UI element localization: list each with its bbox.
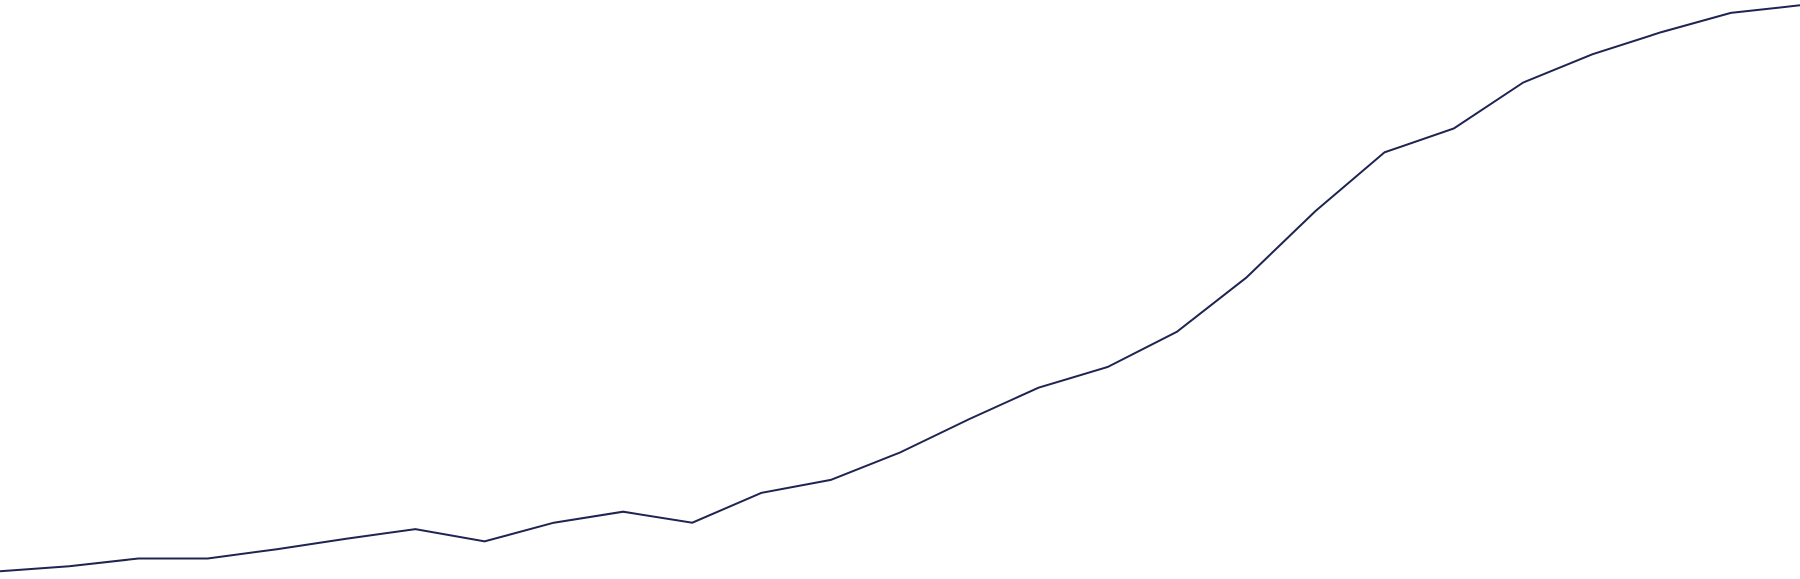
series-line-0	[0, 4, 1800, 573]
series-layer	[0, 4, 1800, 573]
